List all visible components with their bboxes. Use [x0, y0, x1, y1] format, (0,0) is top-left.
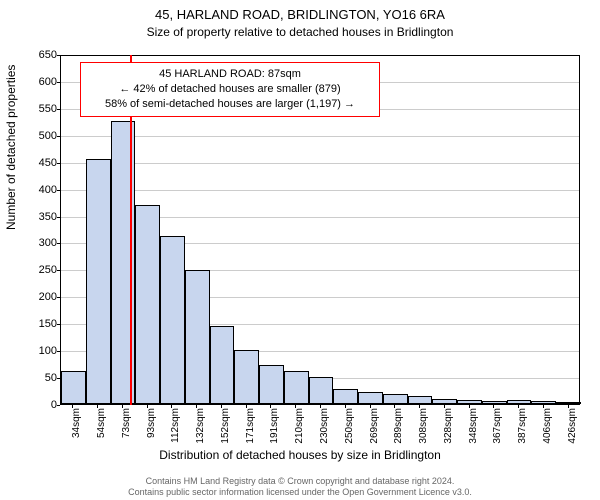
x-axis-label: Distribution of detached houses by size …	[0, 448, 600, 462]
histogram-bar	[383, 394, 408, 404]
x-tick-label: 152sqm	[221, 408, 231, 453]
callout-box: 45 HARLAND ROAD: 87sqm ← 42% of detached…	[80, 62, 380, 117]
x-tick-label: 426sqm	[568, 408, 578, 453]
histogram-bar	[259, 365, 284, 404]
histogram-bar	[482, 401, 507, 404]
histogram-bar	[432, 399, 457, 404]
y-tick-label: 50	[17, 373, 57, 384]
x-tick-label: 73sqm	[122, 408, 132, 453]
y-tick-label: 600	[17, 77, 57, 88]
y-tick-label: 500	[17, 131, 57, 142]
x-tick-label: 348sqm	[469, 408, 479, 453]
page-subtitle: Size of property relative to detached ho…	[0, 24, 600, 40]
histogram-bar	[135, 205, 160, 404]
x-tick-label: 171sqm	[246, 408, 256, 453]
footer-attribution: Contains HM Land Registry data © Crown c…	[0, 476, 600, 499]
histogram-bar	[457, 400, 482, 404]
y-tick-label: 250	[17, 265, 57, 276]
x-tick-label: 112sqm	[171, 408, 181, 453]
histogram-bar	[408, 396, 433, 404]
histogram-bar	[531, 401, 556, 404]
x-tick-label: 191sqm	[270, 408, 280, 453]
y-tick-label: 100	[17, 346, 57, 357]
y-tick-label: 200	[17, 292, 57, 303]
y-tick-label: 400	[17, 185, 57, 196]
y-axis-label: Number of detached properties	[4, 65, 18, 230]
y-tick-label: 650	[17, 50, 57, 61]
x-tick-label: 308sqm	[419, 408, 429, 453]
x-tick-label: 93sqm	[147, 408, 157, 453]
histogram-bar	[309, 377, 334, 404]
x-tick-label: 230sqm	[320, 408, 330, 453]
y-tick-label: 550	[17, 104, 57, 115]
x-tick-label: 406sqm	[543, 408, 553, 453]
histogram-bar	[160, 236, 185, 404]
y-tick-label: 300	[17, 238, 57, 249]
y-tick-label: 350	[17, 212, 57, 223]
histogram-bar	[358, 392, 383, 404]
histogram-bar	[284, 371, 309, 404]
footer-line2: Contains public sector information licen…	[128, 487, 472, 497]
y-tick-label: 450	[17, 158, 57, 169]
y-tick-mark	[57, 405, 60, 406]
x-tick-label: 54sqm	[97, 408, 107, 453]
x-tick-label: 34sqm	[72, 408, 82, 453]
x-tick-label: 328sqm	[444, 408, 454, 453]
x-tick-label: 269sqm	[370, 408, 380, 453]
y-tick-label: 0	[17, 400, 57, 411]
callout-line1: 45 HARLAND ROAD: 87sqm	[88, 67, 372, 82]
callout-line2: ← 42% of detached houses are smaller (87…	[88, 82, 372, 97]
histogram-bar	[333, 389, 358, 404]
histogram-bar	[234, 350, 259, 404]
x-tick-label: 132sqm	[196, 408, 206, 453]
histogram-bar	[210, 326, 235, 404]
x-tick-label: 289sqm	[394, 408, 404, 453]
x-tick-label: 210sqm	[295, 408, 305, 453]
y-tick-label: 150	[17, 319, 57, 330]
histogram-bar	[185, 270, 210, 404]
histogram-bar	[86, 159, 111, 404]
footer-line1: Contains HM Land Registry data © Crown c…	[146, 476, 455, 486]
histogram-bar	[556, 402, 581, 404]
histogram-bar	[61, 371, 86, 404]
x-tick-label: 250sqm	[345, 408, 355, 453]
x-tick-label: 387sqm	[518, 408, 528, 453]
callout-line3: 58% of semi-detached houses are larger (…	[88, 97, 372, 112]
histogram-bar	[507, 400, 532, 404]
page-title: 45, HARLAND ROAD, BRIDLINGTON, YO16 6RA	[0, 0, 600, 24]
x-tick-label: 367sqm	[493, 408, 503, 453]
